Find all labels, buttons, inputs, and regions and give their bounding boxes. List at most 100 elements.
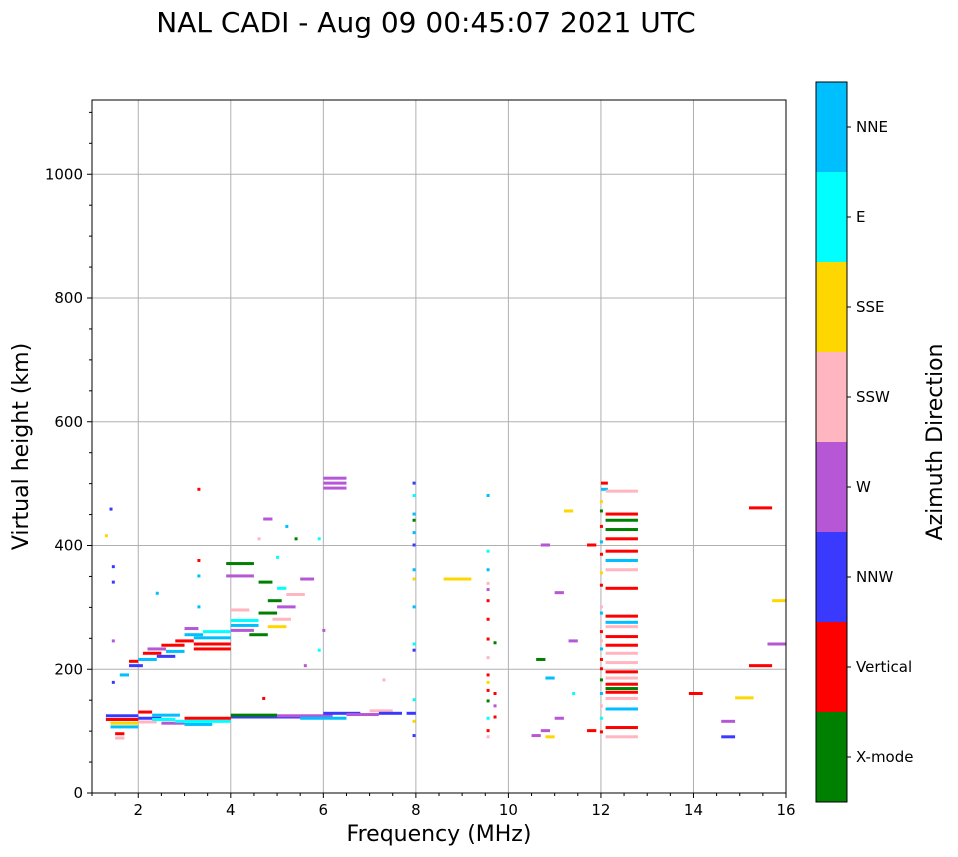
echo-trace [258,580,273,584]
echo-point [317,537,321,541]
colorbar-tick-label: SSW [856,388,890,406]
echo-trace [323,486,347,490]
echo-trace [545,676,555,680]
y-tick-label: 800 [54,289,83,307]
x-tick-label: 4 [226,801,236,819]
x-tick-label: 2 [133,801,143,819]
echo-point [412,605,416,609]
echo-point [599,678,603,682]
echo-trace [605,696,638,700]
echo-trace [152,713,180,717]
colorbar-frame [815,81,848,803]
echo-trace [147,647,167,651]
y-tick-label: 0 [73,784,83,802]
echo-trace [226,562,254,566]
echo-trace [605,687,638,691]
echo-point [493,715,497,719]
colorbar-segment [816,82,847,172]
echo-trace [263,517,273,521]
echo-point [599,704,603,708]
echo-point [486,617,490,621]
echo-point [155,591,159,595]
colorbar-tick-label: Vertical [856,658,912,676]
echo-point [599,667,603,671]
echo-trace [600,487,608,491]
echo-trace [688,692,703,695]
echo-point [303,664,307,668]
echo-trace [161,643,185,647]
echo-point [412,518,416,522]
echo-trace [605,707,638,711]
echo-trace [105,714,139,718]
echo-trace [249,633,268,637]
echo-point [599,639,603,643]
echo-trace [110,725,139,729]
echo-trace [277,586,287,590]
echo-point [486,494,490,497]
echo-trace [605,568,638,572]
echo-trace [152,717,176,721]
colorbar-tick-label: NNW [856,568,893,586]
echo-point [486,735,490,739]
echo-trace [203,630,231,634]
echo-point [109,507,113,511]
echo-trace [605,726,638,730]
echo-point [486,673,490,677]
echo-point [599,630,603,634]
echo-trace [175,719,231,723]
echo-trace [605,635,638,639]
echo-trace [605,670,638,674]
echo-trace [184,627,199,631]
echo-trace [267,625,287,629]
echo-point [412,648,416,652]
echo-trace [230,618,259,622]
echo-trace [605,518,638,522]
x-tick-label: 16 [776,801,795,819]
echo-trace [605,489,638,493]
echo-point [285,524,289,528]
echo-trace [230,713,278,717]
echo-trace [193,642,231,646]
echo-trace [605,676,638,680]
echo-point [322,628,326,632]
echo-trace [230,623,259,627]
echo-point [599,605,603,609]
echo-trace [230,608,250,612]
echo-point [382,678,386,682]
echo-trace [226,574,254,578]
echo-trace [277,605,296,609]
echo-trace [115,736,125,740]
colorbar-segment [816,622,847,712]
echo-point [486,729,490,733]
y-axis-label: Virtual height (km) [9,343,34,550]
echo-point [257,537,261,541]
echo-point [197,558,201,562]
colorbar-tick-label: X-mode [856,748,913,766]
echo-trace [142,651,162,655]
echo-point [197,487,201,491]
echo-trace [119,673,130,677]
echo-trace [323,476,347,480]
colorbar-tick-label: E [856,208,865,226]
echo-point [486,688,490,692]
echo-trace [406,711,416,715]
echo-trace [735,696,754,700]
echo-point [197,574,201,578]
echo-trace [540,729,551,733]
echo-trace [605,682,638,686]
echo-point [197,605,201,609]
echo-trace [258,611,278,615]
echo-trace [267,599,282,603]
echo-trace [721,735,736,739]
echo-point [599,500,603,504]
echo-point [412,642,416,646]
x-axis-label: Frequency (MHz) [347,822,532,847]
echo-trace [605,558,638,562]
echo-point [486,581,490,585]
echo-trace [378,711,402,715]
echo-point [412,481,416,485]
echo-point [412,543,416,547]
echo-trace [346,713,379,717]
echo-trace [748,506,773,510]
